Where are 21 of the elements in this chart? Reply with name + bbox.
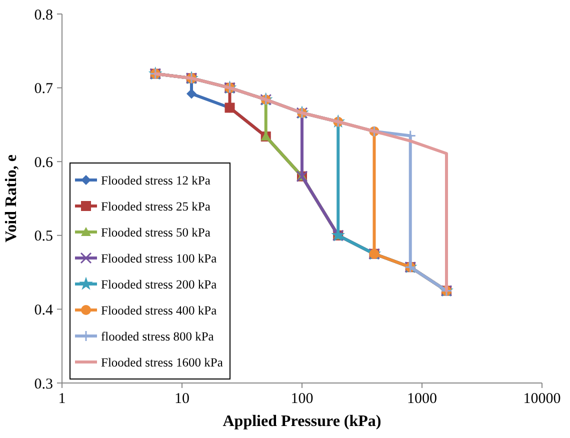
y-axis-title: Void Ratio, e [3,154,20,242]
x-tick-label: 1 [58,391,66,407]
legend-label: Flooded stress 1600 kPa [101,355,224,370]
y-tick-label: 0.3 [34,376,53,392]
legend-label: Flooded stress 50 kPa [101,225,211,240]
legend-label: Flooded stress 200 kPa [101,277,218,292]
x-tick-label: 10000 [523,391,561,407]
legend-label: Flooded stress 25 kPa [101,199,211,214]
legend-label: Flooded stress 100 kPa [101,251,218,266]
legend-label: Flooded stress 400 kPa [101,303,218,318]
x-tick-label: 10 [174,391,190,407]
x-tick-label: 100 [290,391,314,407]
y-tick-label: 0.4 [34,302,54,318]
y-tick-label: 0.6 [34,154,54,171]
x-axis-title: Applied Pressure (kPa) [222,413,382,430]
y-tick-label: 0.7 [34,81,54,98]
x-tick-label: 1000 [407,391,437,407]
legend-label: Flooded stress 12 kPa [101,173,211,188]
y-tick-label: 0.8 [34,7,53,24]
legend-label: flooded stress 800 kPa [101,329,214,344]
y-tick-label: 0.5 [34,228,53,245]
